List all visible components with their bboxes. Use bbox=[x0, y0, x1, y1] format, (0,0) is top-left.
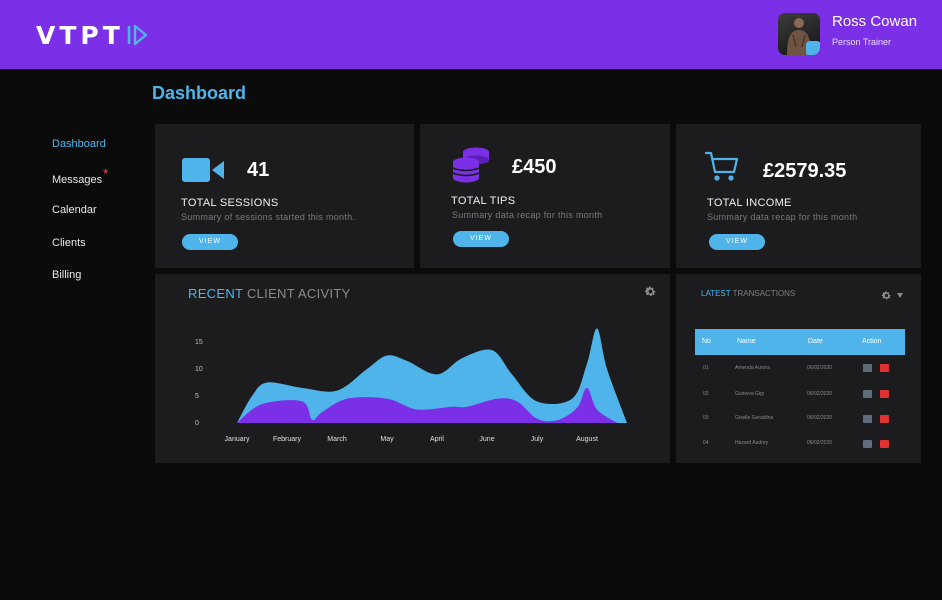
view-income-button[interactable]: VIEW bbox=[709, 234, 765, 250]
chart-title: RECENT CLIENT ACIVITY bbox=[188, 286, 351, 301]
transactions-table-header: No Name Date Action bbox=[695, 329, 905, 355]
row-date: 06/02/2020 bbox=[807, 391, 833, 397]
unread-badge: * bbox=[103, 166, 109, 181]
view-icon[interactable] bbox=[863, 415, 872, 423]
coins-icon bbox=[452, 147, 489, 183]
x-tick-label: January bbox=[225, 436, 250, 443]
view-tips-button[interactable]: VIEW bbox=[453, 231, 509, 247]
row-name: Hazard Audrey bbox=[735, 440, 769, 446]
row-name: Amenda Aurora bbox=[735, 365, 770, 371]
gear-icon[interactable] bbox=[644, 285, 657, 298]
client-activity-card: RECENT CLIENT ACIVITY 0 5 10 15 January Febru… bbox=[155, 274, 670, 463]
sidebar-item-messages[interactable]: Messages* bbox=[52, 166, 108, 186]
gear-icon[interactable] bbox=[881, 290, 892, 301]
y-tick-label: 0 bbox=[195, 420, 199, 427]
sidebar-item-clients[interactable]: Clients bbox=[52, 237, 86, 249]
logo-mark-icon bbox=[127, 24, 147, 46]
chevron-down-icon[interactable] bbox=[897, 293, 903, 298]
sidebar-item-label: Dashboard bbox=[52, 138, 106, 150]
row-no: 03 bbox=[703, 415, 709, 421]
stat-subtitle: Summary data recap for this month bbox=[452, 210, 603, 220]
view-icon[interactable] bbox=[863, 390, 872, 398]
x-tick-label: February bbox=[273, 436, 302, 443]
stat-value: £450 bbox=[512, 156, 557, 178]
column-header-date: Date bbox=[808, 338, 823, 345]
row-no: 02 bbox=[703, 391, 709, 397]
stat-subtitle: Summary data recap for this month bbox=[707, 212, 858, 222]
stat-title: TOTAL INCOME bbox=[707, 197, 792, 209]
chart-title-highlight: RECENT bbox=[188, 286, 244, 301]
x-tick-label: July bbox=[531, 436, 544, 443]
avatar[interactable] bbox=[778, 13, 820, 55]
view-icon[interactable] bbox=[863, 440, 872, 448]
x-tick-label: August bbox=[576, 436, 598, 443]
activity-area-chart: 0 5 10 15 January February March May April June Ju… bbox=[195, 328, 627, 443]
row-no: 01 bbox=[703, 365, 709, 371]
column-header-action: Action bbox=[862, 338, 882, 345]
column-header-name: Name bbox=[737, 338, 756, 345]
sidebar-item-label: Billing bbox=[52, 269, 82, 281]
top-bar: VTPT Ross Cowan Person Trainer bbox=[0, 0, 942, 69]
row-date: 06/02/2020 bbox=[807, 415, 833, 421]
x-tick-label: June bbox=[479, 436, 494, 443]
sidebar-item-label: Clients bbox=[52, 237, 86, 249]
logo[interactable]: VTPT bbox=[36, 20, 150, 50]
chart-title-rest: CLIENT ACIVITY bbox=[246, 286, 351, 301]
row-no: 04 bbox=[703, 440, 709, 446]
stat-title: TOTAL TIPS bbox=[451, 195, 516, 207]
row-name: Giselle Geraldine bbox=[735, 415, 774, 421]
row-date: 06/02/2020 bbox=[807, 440, 833, 446]
transactions-title-highlight: LATEST bbox=[701, 289, 731, 298]
x-tick-label: May bbox=[380, 436, 394, 443]
stat-value: 41 bbox=[247, 159, 270, 181]
stat-title: TOTAL SESSIONS bbox=[181, 197, 279, 209]
delete-icon[interactable] bbox=[880, 390, 889, 398]
y-tick-label: 10 bbox=[195, 366, 203, 373]
row-name: Guineva Gigi bbox=[735, 391, 764, 397]
delete-icon[interactable] bbox=[880, 415, 889, 423]
stat-card-sessions: 41 TOTAL SESSIONS Summary of sessions st… bbox=[155, 124, 414, 268]
delete-icon[interactable] bbox=[880, 440, 889, 448]
area-series-1 bbox=[237, 328, 627, 423]
y-tick-label: 5 bbox=[195, 393, 199, 400]
view-icon[interactable] bbox=[863, 364, 872, 372]
row-date: 06/02/2020 bbox=[807, 365, 833, 371]
latest-transactions-card: LATEST TRANSACTIONS No Name Date Action … bbox=[676, 274, 921, 463]
sidebar-item-billing[interactable]: Billing bbox=[52, 269, 81, 281]
transactions-title: LATEST TRANSACTIONS bbox=[701, 289, 795, 298]
sidebar-item-dashboard[interactable]: Dashboard bbox=[52, 138, 106, 150]
sidebar-item-label: Messages bbox=[52, 174, 103, 186]
y-tick-label: 15 bbox=[195, 339, 203, 346]
stat-card-income: £2579.35 TOTAL INCOME Summary data recap… bbox=[676, 124, 921, 268]
view-sessions-button[interactable]: VIEW bbox=[182, 234, 238, 250]
page-title: Dashboard bbox=[152, 83, 247, 103]
avatar-photo bbox=[787, 18, 811, 55]
shopping-cart-icon bbox=[705, 151, 739, 181]
delete-icon[interactable] bbox=[880, 364, 889, 372]
video-camera-icon bbox=[182, 158, 224, 182]
x-tick-label: March bbox=[327, 436, 347, 443]
stat-value: £2579.35 bbox=[763, 160, 847, 182]
stat-card-tips: £450 TOTAL TIPS Summary data recap for t… bbox=[420, 124, 670, 268]
logo-text: VTPT bbox=[36, 20, 124, 50]
x-tick-label: April bbox=[430, 436, 444, 443]
column-header-no: No bbox=[702, 338, 711, 345]
sidebar-item-label: Calendar bbox=[52, 204, 97, 216]
transactions-title-rest: TRANSACTIONS bbox=[732, 289, 796, 298]
sidebar-item-calendar[interactable]: Calendar bbox=[52, 204, 97, 216]
user-role: Person Trainer bbox=[832, 37, 892, 47]
stat-subtitle: Summary of sessions started this month. bbox=[181, 212, 356, 222]
avatar-status-badge bbox=[806, 41, 820, 55]
area-series-2 bbox=[237, 387, 617, 423]
user-name[interactable]: Ross Cowan bbox=[832, 13, 918, 30]
